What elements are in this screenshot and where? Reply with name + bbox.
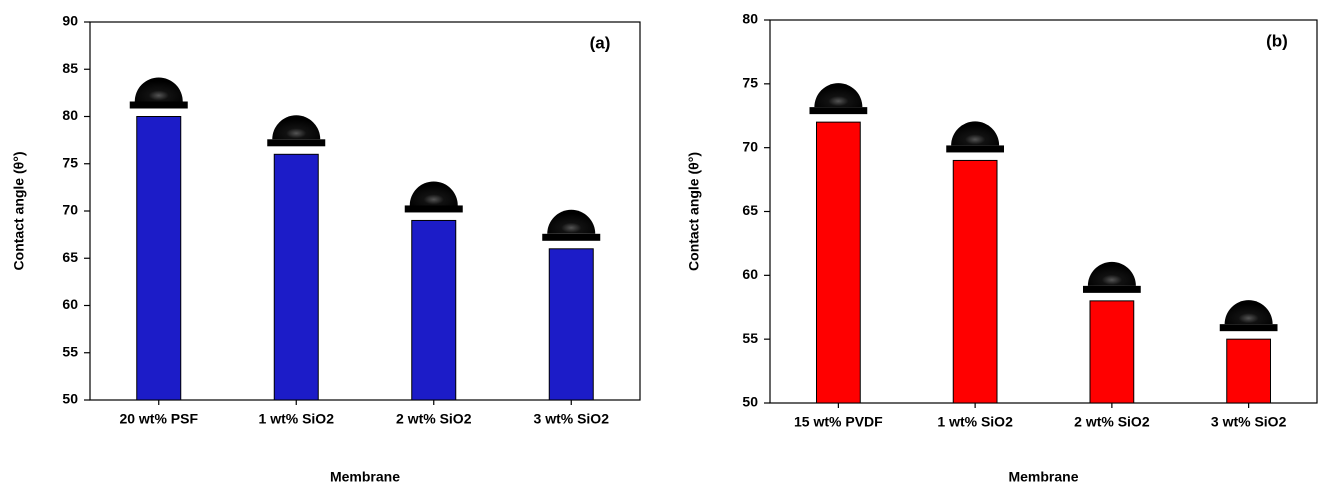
y-tick-label: 65 [62,249,78,265]
droplet-plate [946,145,1004,152]
droplet-plate [1220,324,1278,331]
bar [137,117,181,401]
chart-figure: 50 55 60 65 70 75 80 85 90 20 wt% PSF 1 wt% SiO2 2 … [0,0,1320,485]
y-tick-label: 80 [742,11,758,27]
x-tick-label: 20 wt% PSF [119,411,198,427]
y-tick-label: 75 [742,75,758,91]
droplet [951,121,999,145]
y-tick-label: 60 [742,266,758,282]
y-tick-label: 60 [62,296,78,312]
droplet-plate [1083,286,1141,293]
bar [953,160,997,403]
y-axis-label: Contact angle (θ°) [686,152,702,271]
x-tick-label: 2 wt% SiO2 [396,411,472,427]
y-tick-label: 50 [742,394,758,410]
bar [412,220,456,400]
droplet [135,78,183,102]
y-tick-label: 70 [742,138,758,154]
droplet-plate [405,205,463,212]
droplet [547,210,595,234]
droplet-plate [809,107,867,114]
y-tick-label: 50 [62,391,78,407]
droplet [1088,262,1136,286]
y-tick-label: 85 [62,60,78,76]
droplet-plate [130,102,188,109]
y-tick-label: 90 [62,13,78,29]
droplet [272,115,320,139]
y-tick-label: 55 [742,330,758,346]
y-tick-label: 75 [62,154,78,170]
panel-label: (a) [590,33,611,52]
panel-label: (b) [1266,31,1288,50]
x-tick-label: 1 wt% SiO2 [259,411,335,427]
x-tick-label: 3 wt% SiO2 [534,411,610,427]
droplet-plate [267,139,325,146]
x-tick-label: 2 wt% SiO2 [1074,414,1150,430]
x-axis-label: Membrane [1008,469,1078,485]
x-tick-label: 3 wt% SiO2 [1211,414,1287,430]
y-tick-label: 70 [62,202,78,218]
bar [274,154,318,400]
x-tick-label: 1 wt% SiO2 [937,414,1013,430]
x-tick-label: 15 wt% PVDF [794,414,883,430]
bar [1090,301,1134,403]
droplet [814,83,862,107]
x-axis-label: Membrane [330,469,400,485]
droplet [1225,300,1273,324]
droplet [410,181,458,205]
y-tick-label: 55 [62,343,78,359]
y-tick-label: 65 [742,202,758,218]
bar [549,249,593,400]
y-axis-label: Contact angle (θ°) [11,152,27,271]
bar [1227,339,1271,403]
y-tick-label: 80 [62,107,78,123]
page: {"chart_data": [ {"type": "bar", "panel_… [0,0,1320,485]
bar [816,122,860,403]
droplet-plate [542,234,600,241]
